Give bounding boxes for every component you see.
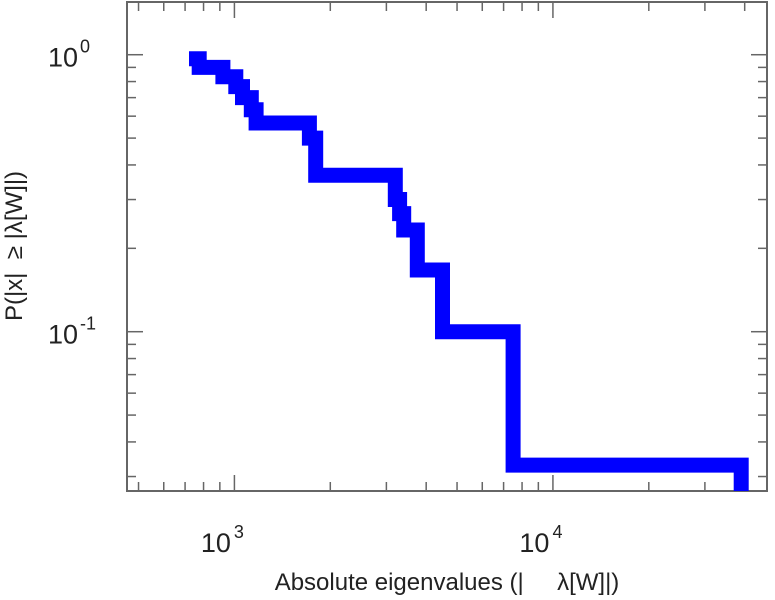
x-tick-label: 10 4: [519, 522, 562, 558]
y-tick-label-exponent: -1: [80, 314, 96, 334]
y-axis-title: P(|x| ≥ |λ[W]|): [1, 171, 28, 321]
x-tick-label-exponent: 3: [234, 522, 244, 542]
x-axis-title: Absolute eigenvalues (| λ[W]|): [275, 569, 620, 596]
x-tick-label: 10 3: [201, 522, 244, 558]
x-tick-label-base: 10: [519, 528, 549, 558]
x-tick-label-exponent: 4: [552, 522, 562, 542]
y-tick-label-exponent: 0: [80, 37, 90, 57]
minor-ticks: [127, 2, 767, 491]
y-tick-label-base: 10: [48, 320, 78, 350]
x-tick-label-base: 10: [201, 528, 231, 558]
series-line: [189, 51, 749, 491]
plot-frame: [126, 1, 768, 492]
y-tick-label-base: 10: [48, 43, 78, 73]
y-tick-label: 10 0: [48, 37, 90, 73]
y-tick-label: 10 -1: [48, 314, 96, 350]
x-tick-labels: 10 3 10 4: [201, 522, 563, 558]
major-ticks: [127, 2, 767, 491]
